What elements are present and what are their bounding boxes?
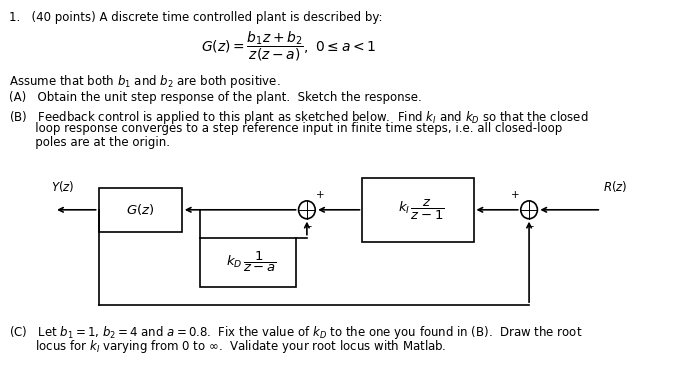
Text: +: +	[511, 190, 520, 200]
Text: $k_I\,\dfrac{z}{z-1}$: $k_I\,\dfrac{z}{z-1}$	[398, 198, 445, 222]
Text: $G(z)$: $G(z)$	[126, 202, 155, 217]
Text: $k_D\,\dfrac{1}{z-a}$: $k_D\,\dfrac{1}{z-a}$	[227, 250, 277, 275]
Text: (B)   Feedback control is applied to this plant as sketched below.  Find $k_I$ a: (B) Feedback control is applied to this …	[9, 108, 588, 125]
Text: $-$: $-$	[303, 220, 313, 230]
Text: Assume that both $b_1$ and $b_2$ are both positive.: Assume that both $b_1$ and $b_2$ are bot…	[9, 73, 281, 90]
Text: poles are at the origin.: poles are at the origin.	[9, 137, 170, 149]
Text: 1.   (40 points) A discrete time controlled plant is described by:: 1. (40 points) A discrete time controlle…	[9, 11, 383, 24]
Text: loop response converges to a step reference input in finite time steps, i.e. all: loop response converges to a step refere…	[9, 123, 562, 135]
Circle shape	[520, 201, 537, 219]
Text: locus for $k_I$ varying from 0 to $\infty$.  Validate your root locus with Matla: locus for $k_I$ varying from 0 to $\inft…	[9, 338, 446, 355]
Circle shape	[299, 201, 315, 219]
Text: (C)   Let $b_1 = 1$, $b_2 = 4$ and $a = 0.8$.  Fix the value of $k_D$ to the one: (C) Let $b_1 = 1$, $b_2 = 4$ and $a = 0.…	[9, 324, 582, 341]
Text: $Y(z)$: $Y(z)$	[51, 179, 75, 194]
Text: $G(z) = \dfrac{b_1 z + b_2}{z(z - a)}$$,\ 0 \leq a < 1$: $G(z) = \dfrac{b_1 z + b_2}{z(z - a)}$$,…	[201, 29, 376, 63]
Text: +: +	[316, 190, 325, 200]
Text: $R(z)$: $R(z)$	[603, 179, 628, 194]
Text: (A)   Obtain the unit step response of the plant.  Sketch the response.: (A) Obtain the unit step response of the…	[9, 91, 421, 104]
Text: $-$: $-$	[525, 220, 535, 230]
